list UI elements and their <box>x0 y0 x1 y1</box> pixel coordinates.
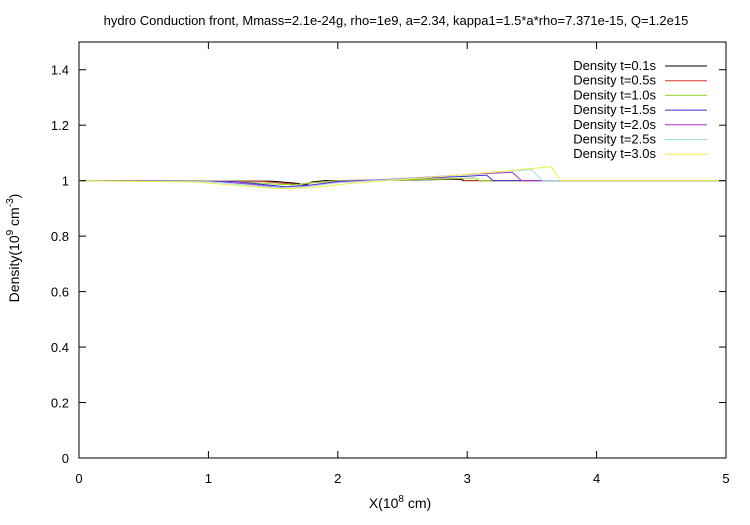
y-tick-label: 0 <box>62 451 69 466</box>
legend-label-6: Density t=2.5s <box>573 132 656 147</box>
plot-border <box>78 41 727 459</box>
legend-label-2: Density t=0.5s <box>573 73 656 88</box>
legend-label-1: Density t=0.1s <box>573 58 656 73</box>
x-tick-label: 4 <box>593 471 600 486</box>
y-tick-label: 0.2 <box>51 396 69 411</box>
y-tick-label: 0.4 <box>51 340 69 355</box>
x-tick-label: 5 <box>722 471 729 486</box>
series-line-3 <box>78 177 726 186</box>
x-tick-label: 1 <box>205 471 212 486</box>
y-tick-label: 1.2 <box>51 118 69 133</box>
x-tick-label: 3 <box>464 471 471 486</box>
axis-ticks: 0 1 2 3 4 5 0 0.2 0.4 0.6 0.8 1 1.2 1.4 <box>51 42 730 486</box>
y-tick-label: 1.4 <box>51 63 69 78</box>
y-tick-label: 0.8 <box>51 229 69 244</box>
y-tick-label: 1 <box>62 174 69 189</box>
series-line-5 <box>78 171 726 189</box>
legend-label-3: Density t=1.0s <box>573 87 656 102</box>
legend-label-4: Density t=1.5s <box>573 102 656 117</box>
y-tick-label: 0.6 <box>51 285 69 300</box>
chart-title: hydro Conduction front, Mmass=2.1e-24g, … <box>104 13 689 28</box>
series-line-6 <box>78 169 726 189</box>
series-group <box>78 166 726 190</box>
series-line-7 <box>78 166 726 190</box>
series-line-4 <box>78 174 726 188</box>
plot-frame <box>78 41 727 459</box>
legend-label-5: Density t=2.0s <box>573 117 656 132</box>
x-tick-label: 0 <box>75 471 82 486</box>
x-axis-label: X(108 cm) <box>369 494 431 511</box>
series-line-1 <box>78 178 726 186</box>
x-tick-label: 2 <box>334 471 341 486</box>
legend-label-7: Density t=3.0s <box>573 146 656 161</box>
y-axis-label: Density(109 cm-3) <box>5 194 22 303</box>
